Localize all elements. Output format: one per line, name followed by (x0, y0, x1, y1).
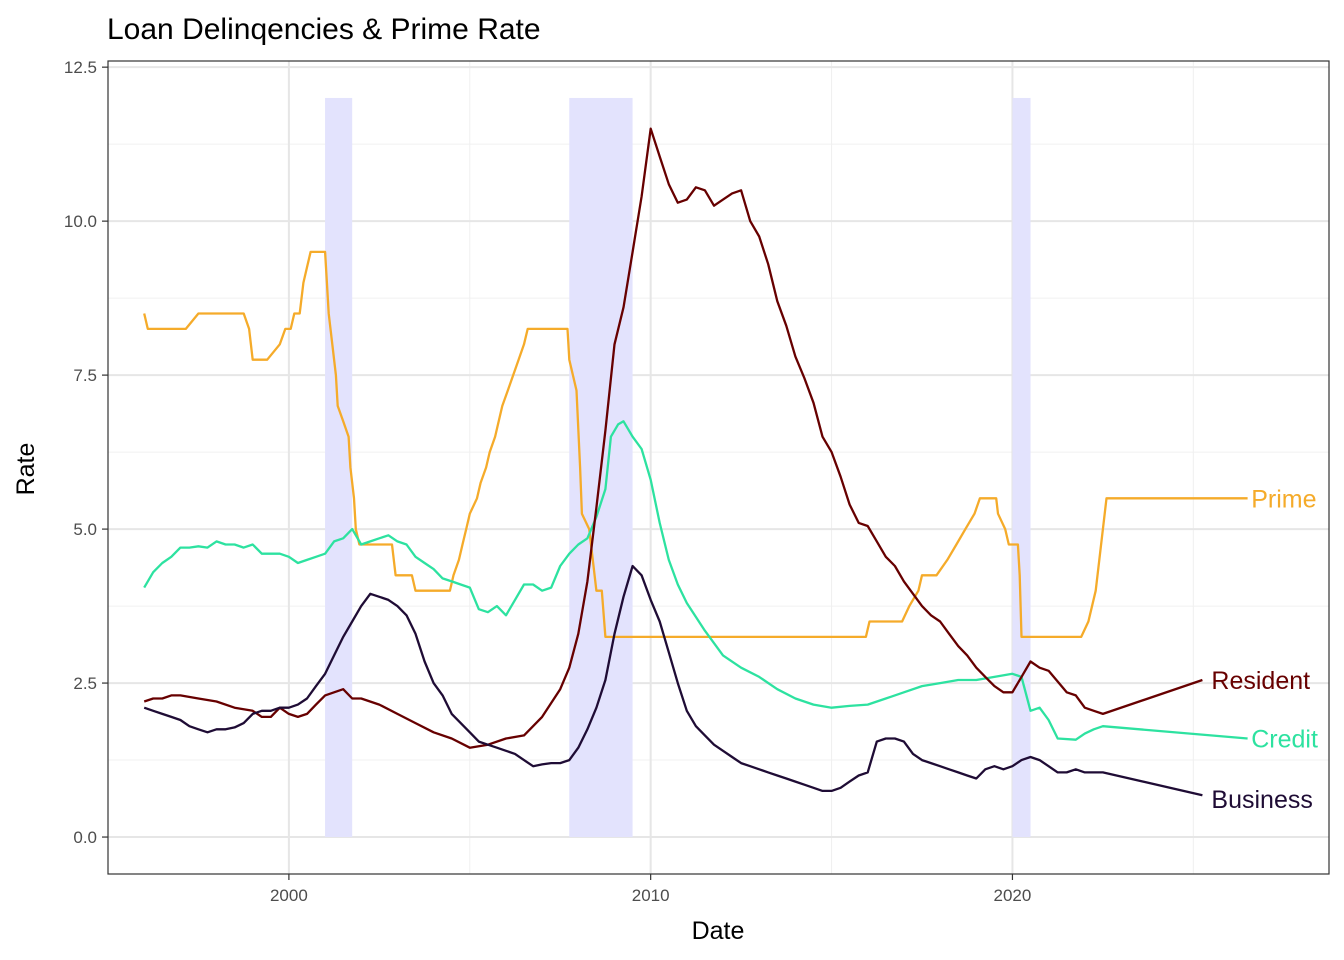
x-axis-title: Date (692, 917, 745, 945)
x-axis-ticks: 2000 2010 2020 (270, 874, 1031, 905)
panel-border (107, 60, 1330, 875)
series-labels: Prime Credit Resident Business (1211, 485, 1318, 814)
prime-line (143, 250, 1248, 639)
y-tick-label: 10.0 (64, 212, 97, 231)
grid-lines (107, 61, 1329, 874)
credit-label: Credit (1251, 726, 1318, 754)
business-label: Business (1211, 786, 1312, 814)
x-tick-label: 2000 (270, 886, 308, 905)
recession-band (325, 97, 353, 838)
y-tick-label: 5.0 (73, 520, 97, 539)
prime-label: Prime (1251, 485, 1316, 513)
business-line (143, 564, 1203, 797)
series-lines (143, 127, 1248, 797)
y-axis-title: Rate (12, 443, 40, 496)
x-tick-label: 2010 (632, 886, 670, 905)
credit-line (143, 420, 1248, 741)
resident-line (143, 127, 1203, 749)
y-tick-label: 0.0 (73, 828, 97, 847)
chart-title: Loan Delinqencies & Prime Rate (107, 13, 541, 46)
recession-bands (325, 97, 1031, 838)
y-tick-label: 7.5 (73, 366, 97, 385)
y-axis-ticks: 0.0 2.5 5.0 7.5 10.0 12.5 (64, 58, 108, 847)
x-tick-label: 2020 (994, 886, 1032, 905)
y-tick-label: 12.5 (64, 58, 97, 77)
recession-band (1012, 97, 1031, 838)
y-tick-label: 2.5 (73, 674, 97, 693)
resident-label: Resident (1211, 667, 1310, 695)
